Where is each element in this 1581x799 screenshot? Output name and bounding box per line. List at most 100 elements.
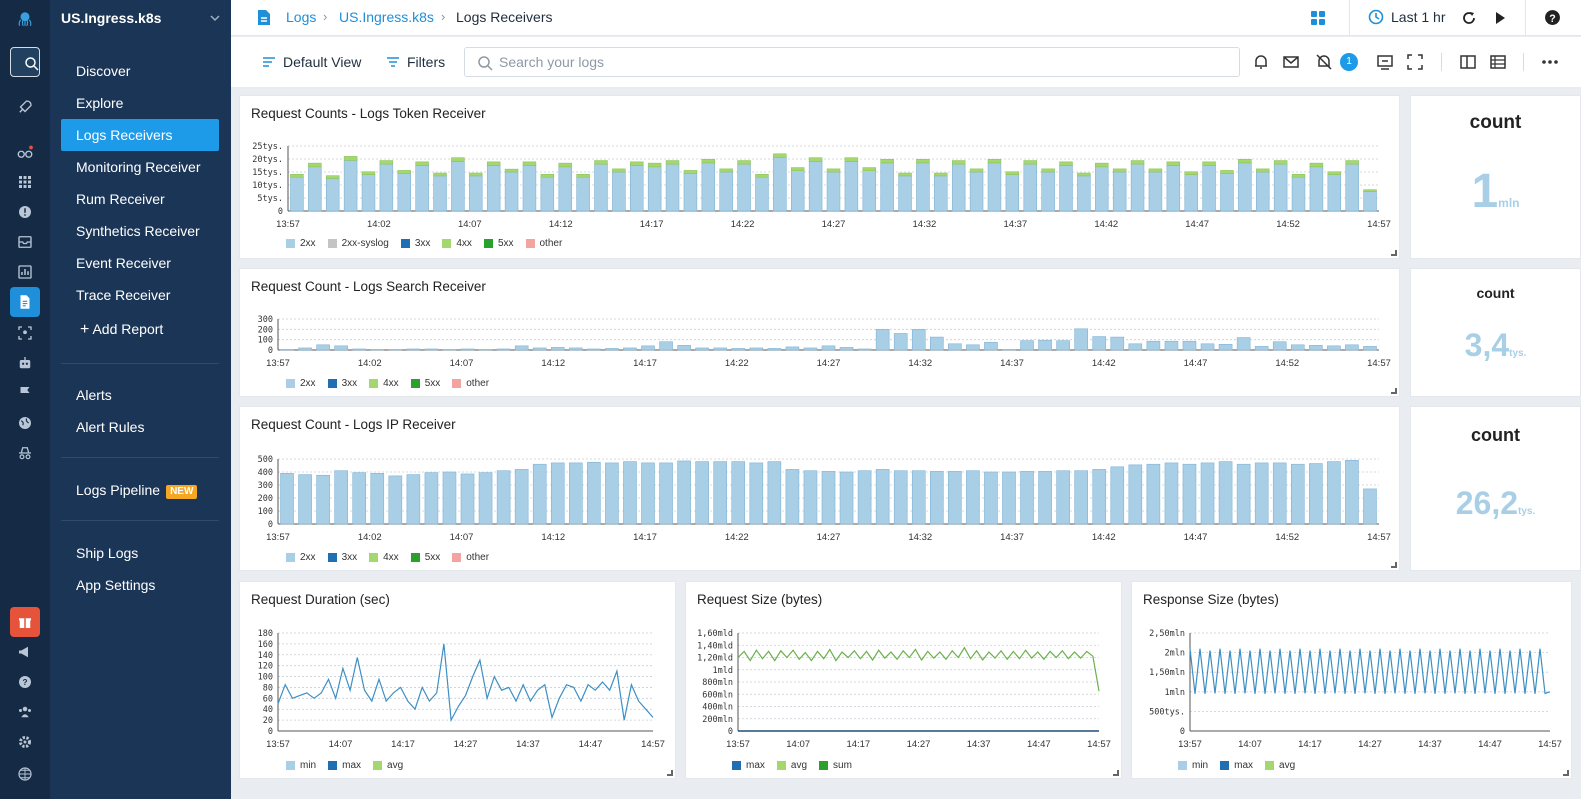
sidebar-item-logs-pipeline[interactable]: Logs Pipeline NEW: [61, 474, 219, 506]
gear-icon[interactable]: [10, 727, 40, 757]
mail-icon[interactable]: [1282, 53, 1300, 71]
binoculars-icon[interactable]: [10, 137, 40, 167]
refresh-icon[interactable]: [1461, 10, 1477, 26]
sidebar-item-synthetics-receiver[interactable]: Synthetics Receiver: [76, 223, 200, 239]
resize-handle[interactable]: [1113, 770, 1119, 776]
legend-item[interactable]: max: [328, 760, 361, 771]
legend-item[interactable]: 4xx: [442, 238, 472, 249]
legend-item[interactable]: other: [452, 552, 489, 563]
sidebar-item-trace-receiver[interactable]: Trace Receiver: [76, 287, 171, 303]
resize-handle[interactable]: [1391, 388, 1397, 394]
robot-icon[interactable]: [10, 348, 40, 378]
team-icon[interactable]: [10, 697, 40, 727]
resize-handle[interactable]: [1391, 250, 1397, 256]
legend-item[interactable]: sum: [819, 760, 852, 771]
legend-item[interactable]: 4xx: [369, 552, 399, 563]
legend-item[interactable]: max: [732, 760, 765, 771]
legend-item[interactable]: 2xx: [286, 378, 316, 389]
alert-circle-icon[interactable]: [10, 197, 40, 227]
search-input[interactable]: [499, 53, 1199, 71]
add-report-button[interactable]: + Add Report: [61, 313, 219, 345]
resize-handle[interactable]: [1391, 562, 1397, 568]
octopus-logo-icon[interactable]: [10, 4, 40, 34]
y-tick-label: 1mld: [713, 666, 733, 676]
legend-item[interactable]: 3xx: [327, 552, 357, 563]
legend-item[interactable]: 4xx: [369, 378, 399, 389]
sidebar-item-explore[interactable]: Explore: [76, 95, 124, 111]
spy-icon[interactable]: [10, 438, 40, 468]
legend-item[interactable]: 5xx: [410, 378, 440, 389]
sidebar-item-logs-receivers[interactable]: Logs Receivers: [61, 119, 219, 151]
legend-item[interactable]: avg: [1265, 760, 1295, 771]
globe-icon[interactable]: [10, 408, 40, 438]
legend-swatch: [1265, 761, 1275, 770]
search-icon[interactable]: [10, 47, 40, 77]
apps-grid-icon[interactable]: [1310, 10, 1326, 26]
fullscreen-icon[interactable]: [1406, 53, 1424, 71]
language-globe-icon[interactable]: [10, 759, 40, 789]
bar-2xx: [550, 462, 565, 525]
inbox-icon[interactable]: [10, 227, 40, 257]
bar-4xx: [343, 156, 358, 161]
breadcrumb-logs[interactable]: Logs: [286, 9, 317, 25]
legend-item[interactable]: 5xx: [410, 552, 440, 563]
rocket-icon[interactable]: [10, 92, 40, 122]
legend-swatch: [776, 761, 786, 770]
resize-handle[interactable]: [667, 770, 673, 776]
grid-icon[interactable]: [10, 167, 40, 197]
token-count-stat: count 1mln: [1410, 95, 1581, 259]
sidebar-item-discover[interactable]: Discover: [76, 63, 131, 79]
bell-muted-icon[interactable]: [1315, 53, 1333, 71]
megaphone-icon[interactable]: [10, 637, 40, 667]
legend-item[interactable]: min: [286, 760, 316, 771]
legend-item[interactable]: 3xx: [327, 378, 358, 389]
scan-user-icon[interactable]: [10, 318, 40, 348]
flag-icon[interactable]: [10, 378, 40, 408]
x-tick-label: 14:32: [908, 358, 932, 369]
legend-item[interactable]: 5xx: [483, 238, 514, 249]
legend-item[interactable]: 3xx: [400, 238, 430, 249]
legend-item[interactable]: 2xx: [286, 552, 316, 563]
screen-share-icon[interactable]: [1376, 53, 1394, 71]
table-view-icon[interactable]: [1489, 53, 1507, 71]
legend-item[interactable]: other: [452, 378, 489, 389]
legend-item[interactable]: other: [525, 238, 562, 249]
sidebar-item-event-receiver[interactable]: Event Receiver: [76, 255, 171, 271]
legend-item[interactable]: avg: [776, 760, 807, 771]
breadcrumb-account[interactable]: US.Ingress.k8s: [339, 9, 434, 25]
legend-item[interactable]: 2xx-syslog: [327, 238, 389, 249]
notification-count-badge[interactable]: 1: [1340, 53, 1358, 71]
alert-bell-add-icon[interactable]: [1252, 53, 1270, 71]
logs-document-icon[interactable]: [10, 287, 40, 317]
help-circle-icon[interactable]: ?: [1544, 9, 1561, 26]
gift-icon[interactable]: [10, 607, 40, 637]
help-icon[interactable]: ?: [10, 667, 40, 697]
account-switcher[interactable]: US.Ingress.k8s: [61, 10, 221, 30]
sidebar-item-ship-logs[interactable]: Ship Logs: [76, 545, 139, 561]
legend-swatch: [328, 761, 338, 770]
dashboard-chart-icon[interactable]: [10, 257, 40, 287]
legend-item[interactable]: 2xx: [286, 238, 316, 249]
sidebar-item-monitoring-receiver[interactable]: Monitoring Receiver: [76, 159, 201, 175]
resize-handle[interactable]: [1563, 770, 1569, 776]
sidebar-item-alerts[interactable]: Alerts: [76, 387, 112, 403]
legend-item[interactable]: max: [1220, 760, 1253, 771]
legend-item[interactable]: avg: [373, 760, 403, 771]
search-box[interactable]: [464, 47, 1240, 77]
filters-button[interactable]: Filters: [387, 52, 445, 72]
split-view-icon[interactable]: [1459, 53, 1477, 71]
bar-2xx: [1002, 471, 1016, 525]
legend-label: 3xx: [341, 378, 358, 389]
default-view-button[interactable]: Default View: [263, 52, 361, 72]
legend-swatch: [525, 239, 535, 248]
play-icon[interactable]: [1492, 10, 1508, 26]
sidebar-item-app-settings[interactable]: App Settings: [76, 577, 156, 593]
bar-2xx: [951, 163, 966, 212]
sidebar-item-rum-receiver[interactable]: Rum Receiver: [76, 191, 165, 207]
bar-2xx: [1327, 345, 1341, 351]
legend-item[interactable]: min: [1178, 760, 1208, 771]
bar-2xx: [1056, 470, 1070, 525]
time-range-picker[interactable]: Last 1 hr: [1368, 9, 1445, 25]
sidebar-item-alert-rules[interactable]: Alert Rules: [76, 419, 145, 435]
more-options-icon[interactable]: [1541, 53, 1559, 71]
